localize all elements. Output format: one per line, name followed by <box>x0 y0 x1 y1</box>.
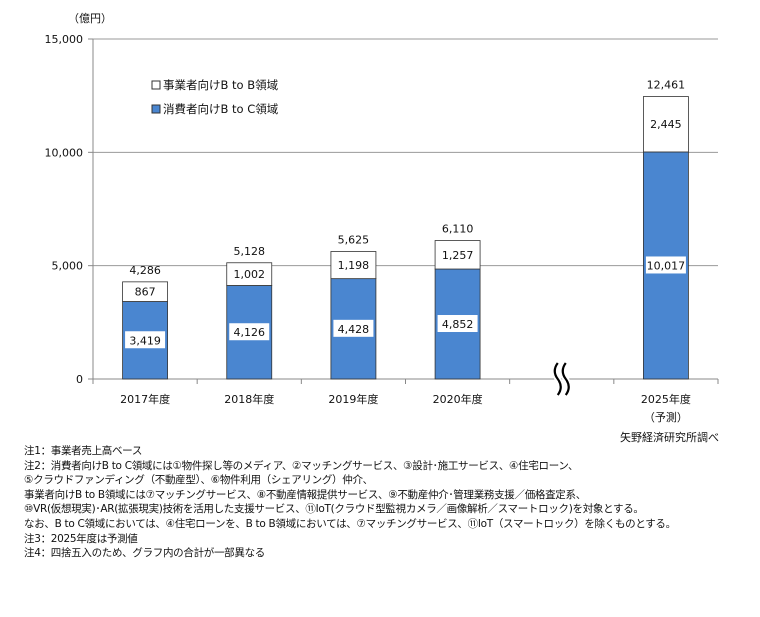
bar-btob <box>226 262 273 286</box>
data-label-total: 5,625 <box>338 233 370 246</box>
note-line: 注3：2025年度は予測値 <box>24 532 138 545</box>
x-tick-label: 2018年度 <box>224 392 274 406</box>
note-line: 注4：四捨五入のため、グラフ内の合計が一部異なる <box>24 547 265 560</box>
stacked-bar-chart: 0 5,000 10,000 15,000 （億円） 2017年度 3,419 867 4,28… <box>45 12 719 424</box>
data-label-bg <box>437 315 478 333</box>
bar-btob <box>330 251 377 280</box>
data-label-bg <box>229 323 270 341</box>
data-label-btob: 1,257 <box>442 249 474 262</box>
legend-swatch-btoc <box>151 104 161 114</box>
x-tick-label: 2019年度 <box>328 392 378 406</box>
x-tick-label: 2020年度 <box>433 392 483 406</box>
data-label-bg <box>333 319 374 337</box>
x-tick-sublabel: （予測） <box>644 410 688 424</box>
y-tick-label: 5,000 <box>52 260 84 273</box>
notes: 注1：事業者売上高ベース 注2：消費者向けB to C領域には①物件探し等のメデ… <box>24 444 676 561</box>
axis-break-icon <box>553 362 570 396</box>
note-line: ⑩VR(仮想現実)･AR(拡張現実)技術を活用した支援サービス、⑪IoT(クラウ… <box>24 503 644 516</box>
data-label-btoc: 3,419 <box>129 334 161 347</box>
data-label-btoc: 4,126 <box>234 326 266 339</box>
note-line: 注1：事業者売上高ベース <box>24 445 143 457</box>
data-label-btob: 2,445 <box>650 118 682 131</box>
bar-btob <box>643 96 689 153</box>
data-label-btoc: 10,017 <box>647 259 686 272</box>
data-label-btob: 1,198 <box>338 259 370 272</box>
legend-label-btob: 事業者向けB to B領域 <box>163 78 279 92</box>
bar-btob <box>122 281 168 302</box>
bar-btob <box>434 240 481 270</box>
note-line: 注2：消費者向けB to C領域には①物件探し等のメディア、②マッチングサービス… <box>24 459 579 472</box>
note-line: 事業者向けB to B領域には⑦マッチングサービス、⑧不動産情報提供サービス、⑨… <box>24 488 586 501</box>
note-line: ⑤クラウドファンディング（不動産型）、⑥物件利用（シェアリング）仲介、 <box>24 474 373 487</box>
y-tick-label: 0 <box>76 373 83 386</box>
data-label-btoc: 4,852 <box>442 318 474 331</box>
data-label-btob: 1,002 <box>234 268 266 281</box>
y-unit-label: （億円） <box>68 12 112 25</box>
data-label-total: 6,110 <box>442 223 474 236</box>
data-label-bg <box>645 256 686 274</box>
x-tick-label: 2017年度 <box>120 392 170 406</box>
legend-label-btoc: 消費者向けB to C領域 <box>163 102 279 116</box>
data-label-total: 12,461 <box>647 79 686 92</box>
data-label-total: 4,286 <box>129 264 161 277</box>
data-label-total: 5,128 <box>234 245 266 258</box>
x-tick-label: 2025年度 <box>641 392 691 406</box>
data-label-bg <box>125 331 166 349</box>
y-tick-label: 10,000 <box>45 146 84 159</box>
data-label-btoc: 4,428 <box>338 323 370 336</box>
legend-swatch-btob <box>151 80 161 90</box>
y-tick-label: 15,000 <box>45 33 84 46</box>
source-credit: 矢野経済研究所調べ <box>620 431 719 444</box>
data-label-btob: 867 <box>135 286 156 299</box>
note-line: なお、B to C領域においては、④住宅ローンを、B to B領域においては、⑦… <box>24 517 676 530</box>
